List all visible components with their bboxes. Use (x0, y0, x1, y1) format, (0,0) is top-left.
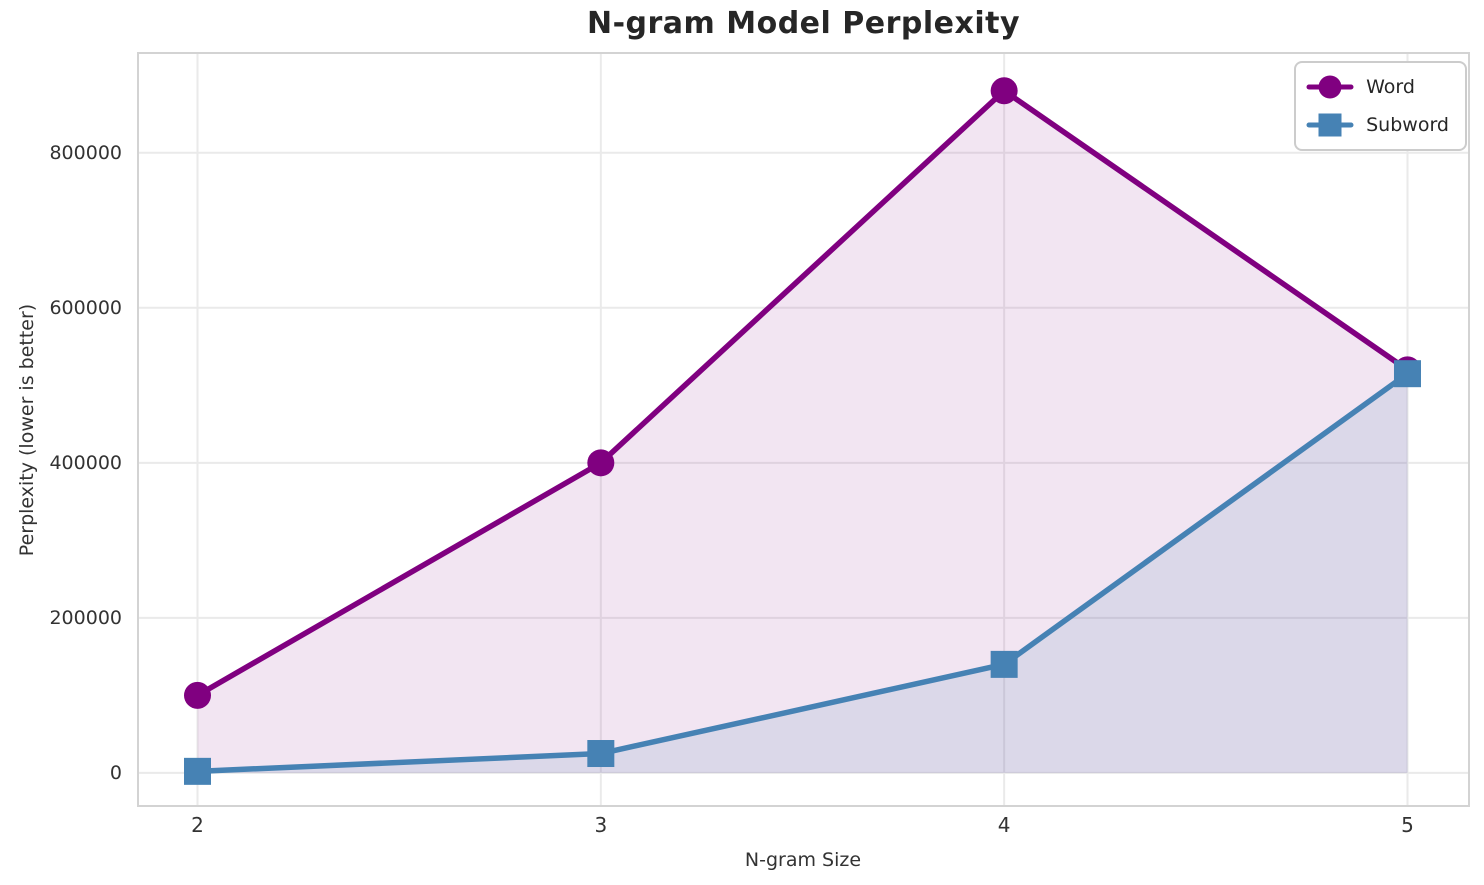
y-tick-label: 600000 (49, 296, 122, 319)
plot-area (137, 52, 1470, 807)
x-tick-label: 3 (594, 813, 608, 837)
chart-title: N-gram Model Perplexity (586, 6, 1021, 41)
plot-border (137, 52, 1470, 807)
legend: Word Subword (1294, 61, 1467, 151)
y-tick-label: 400000 (49, 451, 122, 474)
legend-label-word: Word (1366, 76, 1415, 98)
marker-word (990, 77, 1018, 105)
x-axis-label: N-gram Size (744, 849, 862, 871)
legend-item-subword: Subword (1306, 107, 1449, 143)
marker-subword (1393, 360, 1421, 388)
area-fill-subword (197, 373, 1408, 773)
legend-label-subword: Subword (1366, 114, 1449, 136)
line-subword (194, 370, 1411, 775)
line-word (194, 88, 1411, 699)
x-tick-labels: 2 3 4 5 (137, 813, 1470, 841)
y-tick-label: 800000 (49, 141, 122, 164)
marker-subword (587, 740, 615, 768)
y-tick-label: 0 (109, 761, 122, 784)
marker-word (183, 681, 211, 709)
marker-word (587, 449, 615, 477)
marker-subword (990, 650, 1018, 678)
y-tick-label: 200000 (49, 606, 122, 629)
area-fill-word (197, 90, 1408, 773)
chart-canvas (137, 52, 1470, 807)
x-tick-label: 2 (191, 813, 204, 837)
subword-line-square-marker-icon (1306, 113, 1354, 137)
word-line-circle-marker-icon (1306, 75, 1354, 99)
y-tick-labels: 0 200000 400000 600000 800000 (0, 52, 122, 807)
marker-subword (183, 757, 211, 785)
x-tick-label: 5 (1401, 813, 1414, 837)
x-tick-label: 4 (997, 813, 1011, 837)
legend-item-word: Word (1306, 69, 1449, 105)
